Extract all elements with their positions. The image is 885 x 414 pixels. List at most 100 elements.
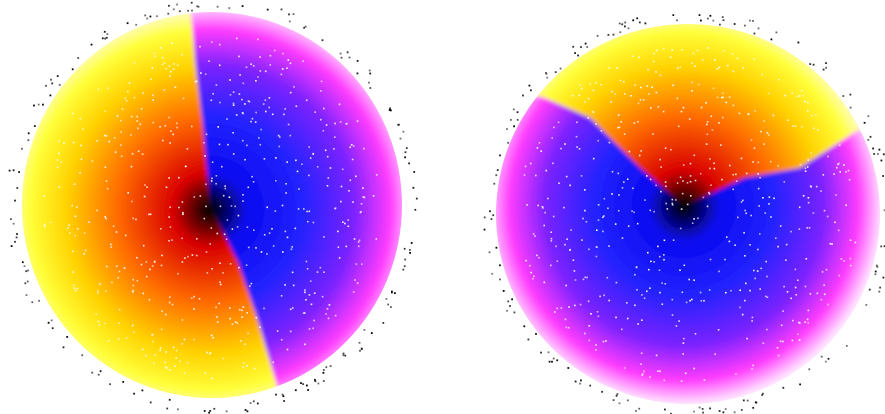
speckle-dot: [132, 217, 134, 220]
rim-dot: [168, 398, 171, 401]
speckle-dot: [286, 348, 289, 351]
speckle-dot: [543, 224, 545, 227]
speckle-dot: [585, 221, 588, 223]
speckle-dot: [229, 307, 231, 309]
rim-dot: [149, 401, 152, 404]
speckle-dot: [551, 137, 553, 139]
speckle-dot: [655, 184, 657, 187]
rim-dot: [172, 8, 175, 11]
rim-dot: [389, 109, 392, 112]
rim-dot: [618, 22, 621, 25]
speckle-dot: [683, 264, 686, 267]
speckle-dot: [161, 310, 163, 312]
speckle-dot: [127, 90, 129, 93]
speckle-dot: [362, 187, 364, 189]
speckle-dot: [605, 340, 607, 342]
speckle-dot: [623, 133, 626, 135]
speckle-dot: [181, 343, 183, 345]
speckle-dot: [191, 254, 194, 256]
speckle-dot: [597, 219, 600, 221]
speckle-dot: [623, 367, 626, 369]
speckle-dot: [252, 181, 255, 183]
speckle-dot: [348, 190, 350, 192]
speckle-dot: [231, 228, 234, 230]
speckle-dot: [849, 239, 852, 241]
rim-dot: [27, 269, 29, 272]
speckle-dot: [165, 313, 167, 316]
rim-dot: [744, 24, 746, 27]
speckle-dot: [659, 74, 662, 77]
speckle-dot: [707, 47, 709, 49]
speckle-dot: [268, 106, 270, 109]
speckle-dot: [268, 97, 271, 99]
rim-dot: [58, 84, 61, 86]
speckle-dot: [232, 104, 235, 106]
speckle-dot: [302, 312, 305, 314]
speckle-dot: [740, 201, 743, 203]
speckle-dot: [148, 298, 151, 301]
rim-dot: [491, 272, 494, 275]
speckle-dot: [151, 333, 154, 336]
speckle-dot: [713, 162, 715, 165]
speckle-dot: [97, 320, 100, 323]
speckle-dot: [139, 123, 142, 126]
speckle-dot: [165, 67, 168, 70]
speckle-dot: [766, 132, 769, 134]
speckle-dot: [535, 174, 537, 177]
rim-dot: [709, 14, 712, 17]
speckle-dot: [750, 139, 753, 141]
speckle-dot: [657, 106, 660, 108]
rim-dot: [670, 412, 672, 414]
speckle-dot: [699, 172, 702, 175]
speckle-dot: [692, 52, 695, 55]
speckle-dot: [154, 55, 156, 58]
rim-dot: [208, 411, 210, 414]
rim-dot: [31, 301, 34, 304]
rim-dot: [507, 141, 510, 144]
speckle-dot: [143, 195, 146, 198]
speckle-dot: [136, 256, 138, 259]
speckle-dot: [291, 246, 293, 248]
rim-dot: [62, 346, 65, 349]
speckle-dot: [324, 149, 327, 152]
speckle-dot: [281, 68, 284, 70]
speckle-dot: [212, 336, 214, 339]
rim-dot: [403, 265, 406, 268]
speckle-dot: [618, 126, 621, 129]
speckle-dot: [204, 372, 207, 374]
rim-dot: [512, 108, 515, 111]
speckle-dot: [556, 260, 559, 262]
speckle-dot: [313, 292, 316, 294]
speckle-dot: [219, 281, 221, 283]
rim-dot: [402, 130, 405, 133]
speckle-dot: [293, 86, 295, 88]
speckle-dot: [212, 93, 214, 95]
speckle-dot: [203, 142, 205, 144]
rim-dot: [12, 222, 15, 225]
speckle-dot: [777, 78, 780, 81]
rim-dot: [709, 407, 711, 410]
rim-dot: [8, 169, 11, 172]
rim-dot: [755, 401, 758, 404]
speckle-dot: [558, 182, 560, 184]
rim-dot: [812, 63, 815, 66]
rim-dot: [882, 153, 885, 156]
speckle-dot: [796, 95, 799, 98]
speckle-dot: [169, 296, 171, 298]
right-speckles: [523, 47, 857, 382]
speckle-dot: [595, 255, 598, 258]
speckle-dot: [210, 180, 213, 182]
rim-dot: [342, 352, 345, 355]
rim-dot: [246, 410, 249, 413]
speckle-dot: [663, 379, 666, 382]
speckle-dot: [171, 239, 173, 241]
speckle-dot: [608, 299, 610, 302]
rim-dot: [16, 233, 18, 235]
speckle-dot: [323, 271, 325, 273]
speckle-dot: [540, 150, 542, 152]
speckle-dot: [176, 122, 178, 125]
speckle-dot: [847, 169, 850, 172]
speckle-dot: [779, 340, 782, 343]
speckle-dot: [216, 316, 218, 318]
speckle-dot: [586, 276, 588, 279]
